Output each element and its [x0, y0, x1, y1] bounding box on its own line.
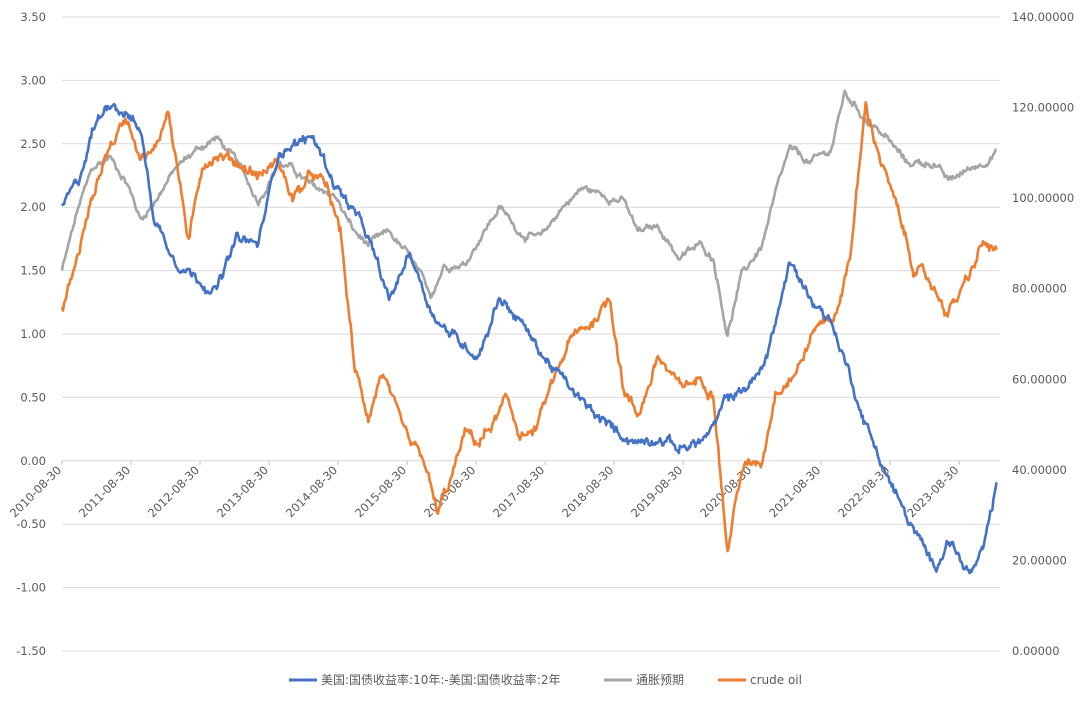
series-line-0	[60, 102, 998, 575]
left-tick-label: 0.00	[20, 454, 46, 468]
left-tick-label: -1.00	[16, 581, 46, 595]
legend-label: 美国:国债收益率:10年:-美国:国债收益率:2年	[321, 672, 560, 687]
right-tick-label: 80.00000	[1012, 282, 1067, 296]
legend: 美国:国债收益率:10年:-美国:国债收益率:2年 通胀预期 crude oil	[289, 672, 802, 687]
right-tick-label: 0.00000	[1012, 644, 1060, 658]
series-line-1	[60, 89, 997, 338]
right-tick-label: 60.00000	[1012, 372, 1067, 386]
right-tick-label: 140.00000	[1012, 10, 1074, 24]
series-lines	[60, 89, 998, 575]
legend-label: crude oil	[750, 673, 802, 687]
left-tick-label: 2.00	[20, 200, 46, 214]
left-tick-label: 2.50	[20, 137, 46, 151]
left-axis-ticks: 3.50 3.00 2.50 2.00 1.50 1.00 0.50 0.00 -0.50 -1.…	[16, 10, 46, 658]
left-tick-label: 1.00	[20, 327, 46, 341]
right-tick-label: 20.00000	[1012, 553, 1067, 567]
right-tick-label: 120.00000	[1012, 101, 1074, 115]
left-tick-label: 0.50	[20, 390, 46, 404]
legend-label: 通胀预期	[636, 673, 684, 687]
left-tick-label: -0.50	[16, 517, 46, 531]
left-tick-label: -1.50	[16, 644, 46, 658]
left-tick-label: 3.50	[20, 10, 46, 24]
right-tick-label: 40.00000	[1012, 463, 1067, 477]
right-tick-label: 100.00000	[1012, 191, 1074, 205]
series-line-2	[60, 101, 998, 553]
right-axis-ticks: 140.00000 120.00000 100.00000 80.00000 60.00…	[1012, 10, 1074, 658]
left-tick-label: 3.00	[20, 73, 46, 87]
gridlines	[62, 16, 1000, 652]
left-tick-label: 1.50	[20, 264, 46, 278]
